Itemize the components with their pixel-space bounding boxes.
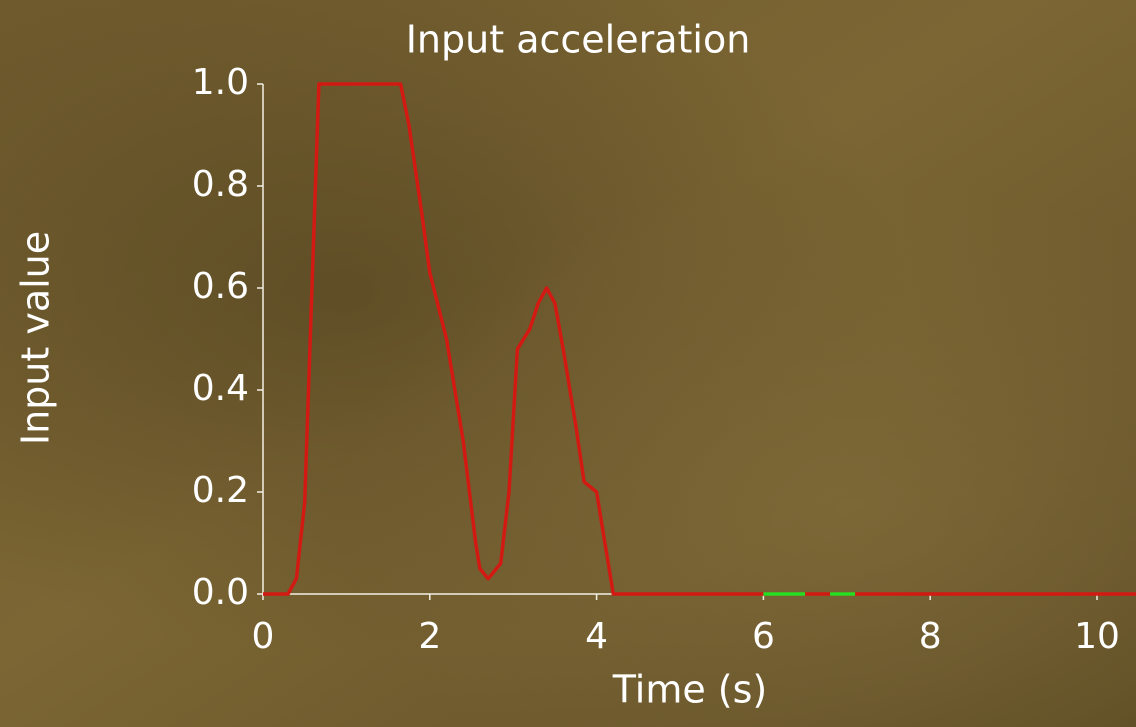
y-tick-label: 0.2 [192, 470, 249, 511]
x-tick-label: 10 [1074, 616, 1120, 657]
y-tick-label: 0.4 [192, 368, 249, 409]
y-tick-label: 0.8 [192, 164, 249, 205]
chart-title: Input acceleration [406, 18, 751, 62]
x-tick-label: 2 [418, 616, 441, 657]
x-tick-label: 6 [752, 616, 775, 657]
x-tick-label: 0 [252, 616, 275, 657]
y-tick-label: 0.6 [192, 266, 249, 307]
data-line [263, 82, 1136, 596]
x-axis-label: Time (s) [612, 668, 768, 712]
y-tick-label: 0.0 [192, 572, 249, 613]
x-tick-label: 4 [585, 616, 608, 657]
y-axis-label: Input value [14, 231, 58, 445]
y-tick-label: 1.0 [192, 62, 249, 103]
x-tick-label: 8 [919, 616, 942, 657]
